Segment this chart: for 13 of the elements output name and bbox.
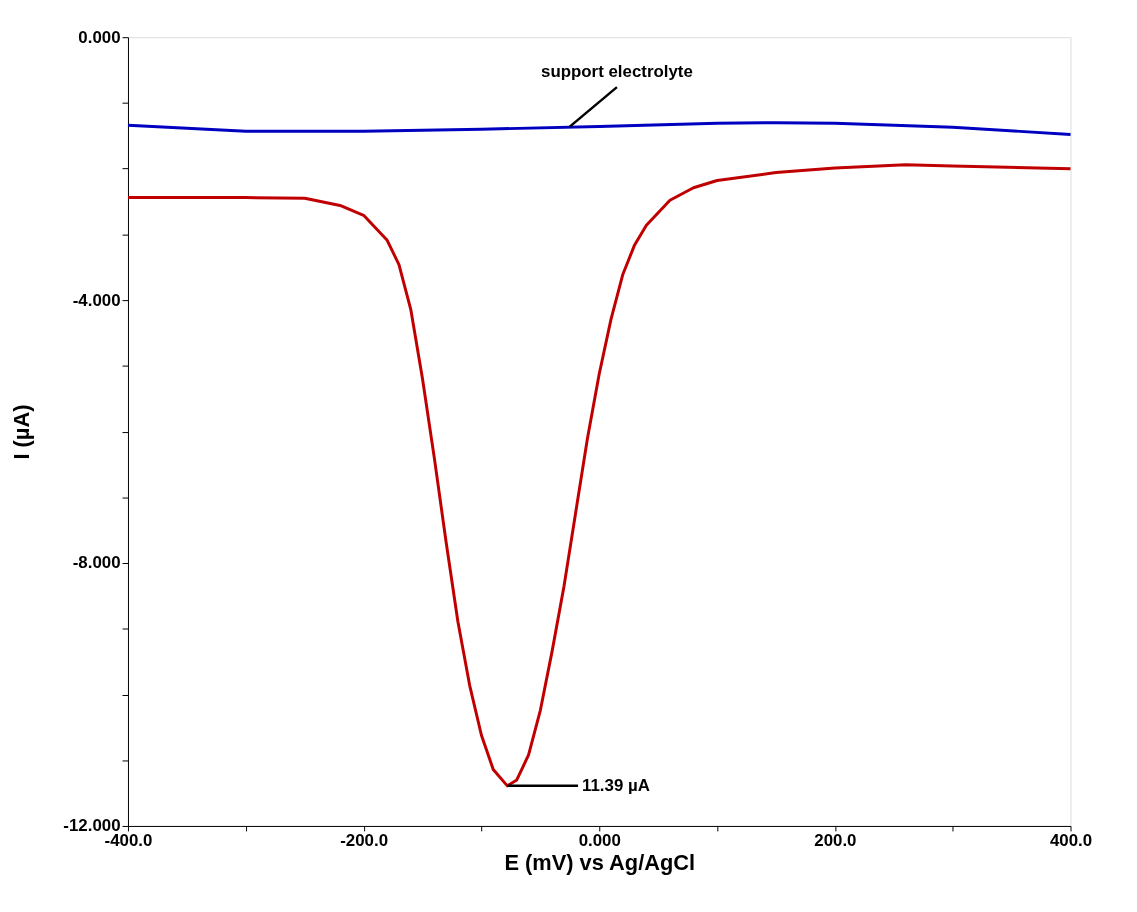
x-axis-title: E (mV) vs Ag/AgCl bbox=[504, 850, 696, 876]
annotation: 11.39 µA bbox=[582, 775, 650, 795]
x-tick-label: 200.0 bbox=[814, 831, 857, 851]
y-tick-label: -8.000 bbox=[72, 553, 121, 573]
x-tick-label: -200.0 bbox=[340, 831, 389, 851]
annotation: support electrolyte bbox=[541, 62, 693, 82]
y-axis-title: I (µA) bbox=[8, 404, 34, 460]
x-tick-label: -400.0 bbox=[104, 831, 153, 851]
line-series bbox=[126, 121, 1073, 136]
x-tick-label: 400.0 bbox=[1049, 831, 1093, 851]
y-tick-label: 0.000 bbox=[78, 27, 121, 47]
y-tick-label: -4.000 bbox=[72, 290, 121, 310]
x-tick-label: 0.000 bbox=[578, 831, 621, 851]
